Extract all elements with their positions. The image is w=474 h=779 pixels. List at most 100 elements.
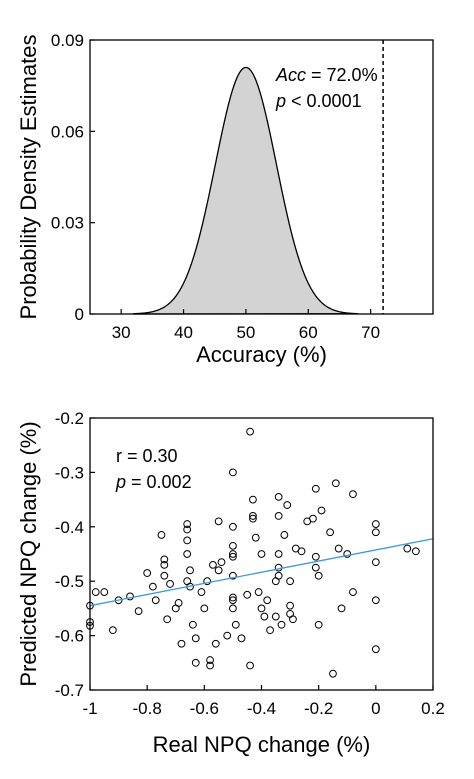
data-point	[311, 563, 320, 572]
data-point	[371, 558, 380, 567]
data-point	[157, 531, 166, 539]
x-tick-label: 50	[236, 323, 255, 342]
data-point	[317, 506, 326, 515]
data-point	[329, 669, 337, 678]
scatter-y-ticks: -0.7 -0.6 -0.5 -0.4 -0.3 -0.2	[55, 409, 95, 700]
data-point	[177, 639, 186, 648]
data-point	[274, 512, 283, 520]
data-point	[183, 525, 192, 534]
data-point	[274, 492, 283, 501]
data-point	[174, 599, 183, 607]
x-tick-label: -0.2	[304, 699, 333, 718]
data-point	[311, 484, 320, 493]
data-point	[229, 593, 237, 602]
data-point	[223, 631, 232, 640]
density-chart: 30 40 50 60 70 0 0.03 0.06 0.09 Acc = 72.0% p <…	[16, 31, 434, 367]
y-tick-label: -0.5	[55, 572, 84, 591]
data-point	[229, 541, 237, 550]
correlation-annotation: r = 0.30	[116, 446, 178, 466]
y-tick-label: 0.03	[51, 214, 84, 233]
density-x-axis-label: Accuracy (%)	[196, 342, 327, 367]
data-point	[251, 533, 260, 542]
data-point	[237, 634, 246, 643]
x-tick-label: -1	[82, 699, 97, 718]
data-point	[100, 588, 109, 596]
data-point	[203, 577, 212, 586]
x-tick-label: 0.2	[421, 699, 445, 718]
data-point	[286, 577, 294, 586]
data-point	[371, 520, 380, 528]
data-point	[217, 558, 226, 567]
x-tick-label: 70	[361, 323, 380, 342]
data-point	[326, 528, 335, 537]
data-point	[314, 571, 323, 580]
data-point	[160, 560, 169, 569]
data-point	[283, 501, 292, 509]
y-tick-label: -0.2	[55, 409, 84, 428]
data-point	[186, 566, 194, 575]
data-point	[349, 490, 357, 499]
data-point	[191, 658, 200, 667]
data-point	[277, 620, 286, 629]
data-point	[266, 626, 274, 635]
data-point	[91, 588, 100, 596]
data-point	[229, 550, 237, 558]
data-point	[160, 555, 169, 564]
accuracy-annotation: Acc = 72.0%	[275, 65, 378, 85]
scatter-p-annotation: p = 0.002	[115, 472, 192, 492]
data-point	[349, 588, 357, 596]
density-plot-frame	[89, 39, 434, 315]
data-point	[403, 544, 412, 553]
data-point	[126, 592, 134, 601]
y-tick-label: -0.6	[55, 627, 84, 646]
data-point	[214, 517, 223, 526]
data-point	[134, 607, 143, 616]
data-point	[309, 514, 317, 523]
data-point	[183, 550, 192, 558]
scatter-y-axis-label: Predicted NPQ change (%)	[16, 421, 41, 686]
data-point	[263, 596, 272, 605]
data-point	[189, 620, 197, 629]
y-tick-label: 0.06	[51, 122, 84, 141]
data-point	[166, 580, 174, 588]
data-point	[411, 547, 420, 556]
scatter-x-ticks: -1 -0.8 -0.6 -0.4 -0.2 0 0.2	[82, 685, 445, 718]
data-point	[243, 590, 252, 599]
data-point	[163, 615, 172, 624]
x-tick-label: 30	[112, 323, 131, 342]
data-point	[214, 566, 223, 575]
x-tick-label: 40	[174, 323, 193, 342]
data-point	[280, 531, 289, 539]
data-point	[209, 560, 217, 569]
data-point	[274, 571, 283, 580]
density-p-annotation: p < 0.0001	[275, 91, 362, 111]
density-x-ticks: 30 40 50 60 70	[112, 309, 380, 342]
data-point	[314, 620, 323, 629]
data-point	[337, 604, 346, 613]
data-point	[274, 550, 283, 558]
data-point	[331, 479, 340, 488]
data-point	[143, 569, 152, 577]
y-tick-label: -0.7	[55, 681, 84, 700]
data-point	[343, 550, 352, 558]
data-point	[229, 522, 237, 531]
data-point	[246, 661, 254, 670]
y-tick-label: -0.3	[55, 463, 84, 482]
data-point	[257, 550, 266, 558]
data-point	[249, 495, 257, 504]
data-point	[211, 639, 220, 648]
data-point	[191, 634, 200, 643]
density-y-axis-label: Probability Density Estimates	[16, 35, 41, 320]
data-point	[260, 612, 269, 621]
data-point	[311, 552, 320, 561]
data-point	[249, 512, 257, 520]
y-tick-label: 0.09	[51, 31, 84, 50]
data-point	[229, 604, 237, 613]
x-tick-label: 0	[371, 699, 380, 718]
y-tick-label: -0.4	[55, 518, 84, 537]
y-tick-label: 0	[75, 305, 84, 324]
data-point	[200, 604, 209, 613]
data-point	[229, 468, 237, 477]
x-tick-label: -0.4	[247, 699, 276, 718]
